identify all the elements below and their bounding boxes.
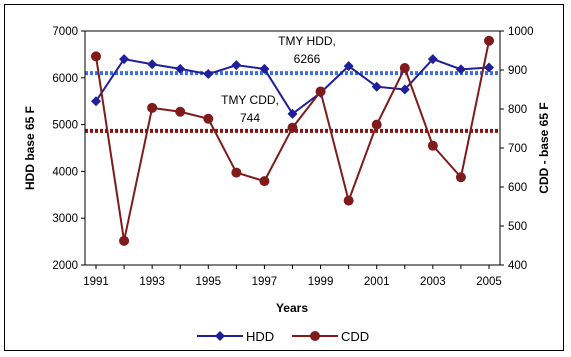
cdd-point-2005 bbox=[484, 35, 494, 46]
cdd-point-1992 bbox=[119, 235, 130, 246]
legend-entry-hdd: HDD bbox=[197, 329, 274, 344]
x-tick-label: 2005 bbox=[476, 276, 502, 288]
cdd-point-1994 bbox=[175, 106, 186, 117]
hdd-point-2004 bbox=[455, 64, 466, 75]
hdd-point-2001 bbox=[371, 81, 382, 92]
reference-lines bbox=[85, 71, 500, 133]
x-tick-label: 1995 bbox=[195, 276, 221, 288]
left-y-axis-title: HDD base 65 F bbox=[23, 106, 37, 190]
cdd-point-1991 bbox=[91, 51, 101, 62]
hdd-point-2000 bbox=[343, 61, 354, 72]
hdd-point-1992 bbox=[119, 54, 130, 65]
x-tick-label: 2003 bbox=[420, 276, 446, 288]
right-y-axis-title: CDD - base 65 F bbox=[537, 102, 551, 193]
cdd-point-1996 bbox=[231, 167, 242, 178]
left-tick-label: 6000 bbox=[52, 73, 78, 85]
cdd-point-1997 bbox=[259, 176, 270, 187]
hdd-point-1993 bbox=[147, 59, 158, 70]
x-tick-label: 1991 bbox=[83, 276, 109, 288]
left-tick-label: 4000 bbox=[52, 166, 78, 178]
tmy-hdd-annotation-line1: TMY HDD, bbox=[278, 34, 336, 48]
legend-hdd-marker bbox=[215, 331, 225, 341]
cdd-point-2002 bbox=[399, 63, 410, 74]
hdd-point-2002 bbox=[399, 84, 410, 95]
left-tick-label: 2000 bbox=[52, 260, 78, 272]
left-tick-label: 3000 bbox=[52, 213, 78, 225]
tmy-cdd-annotation-line1: TMY CDD, bbox=[221, 93, 279, 107]
left-tick-label: 5000 bbox=[52, 120, 78, 132]
cdd-point-1999 bbox=[315, 86, 326, 97]
cdd-series-line bbox=[95, 40, 490, 242]
right-y-axis: 400 500 600 700 800 900 1000 bbox=[500, 26, 534, 272]
legend-entry-cdd: CDD bbox=[292, 329, 369, 344]
hdd-point-2003 bbox=[427, 54, 438, 65]
tmy-cdd-annotation-line2: 744 bbox=[240, 111, 260, 125]
right-tick-label: 500 bbox=[508, 221, 527, 233]
cdd-point-1993 bbox=[147, 102, 158, 113]
cdd-point-2001 bbox=[371, 119, 382, 130]
x-tick-label: 1997 bbox=[252, 276, 278, 288]
hdd-point-1991 bbox=[91, 96, 101, 107]
series-markers bbox=[91, 35, 494, 246]
hdd-point-1996 bbox=[231, 60, 242, 71]
hdd-point-1995 bbox=[203, 69, 214, 80]
right-tick-label: 900 bbox=[508, 65, 527, 77]
x-axis: 1991 1993 1995 1997 1999 2001 2003 2005 bbox=[83, 265, 502, 288]
right-tick-label: 700 bbox=[508, 143, 527, 155]
cdd-point-2000 bbox=[343, 195, 354, 206]
right-tick-label: 400 bbox=[508, 260, 527, 272]
tmy-hdd-annotation-line2: 6266 bbox=[294, 52, 321, 66]
right-tick-label: 600 bbox=[508, 182, 527, 194]
legend: HDD CDD bbox=[197, 329, 369, 344]
right-tick-label: 800 bbox=[508, 104, 527, 116]
legend-cdd-label: CDD bbox=[341, 329, 369, 344]
cdd-point-2003 bbox=[427, 140, 438, 151]
legend-hdd-label: HDD bbox=[246, 329, 274, 344]
cdd-point-1995 bbox=[203, 113, 214, 124]
plot-area-border bbox=[84, 30, 501, 266]
right-tick-label: 1000 bbox=[508, 26, 534, 38]
cdd-point-2004 bbox=[455, 172, 466, 183]
x-tick-label: 1999 bbox=[308, 276, 334, 288]
legend-cdd-marker bbox=[310, 331, 320, 341]
x-axis-title: Years bbox=[276, 301, 308, 315]
line-chart: 2000 3000 4000 5000 6000 7000 400 500 600 700 800… bbox=[23, 26, 551, 344]
chart-frame: 2000 3000 4000 5000 6000 7000 400 500 600 700 800… bbox=[4, 4, 564, 351]
hdd-point-1998 bbox=[287, 108, 298, 119]
series-lines bbox=[95, 40, 490, 242]
x-tick-label: 2001 bbox=[364, 276, 390, 288]
x-tick-label: 1993 bbox=[139, 276, 165, 288]
hdd-point-2005 bbox=[484, 62, 494, 73]
left-y-axis: 2000 3000 4000 5000 6000 7000 bbox=[52, 26, 85, 272]
cdd-point-1998 bbox=[287, 122, 298, 133]
left-tick-label: 7000 bbox=[52, 26, 78, 38]
